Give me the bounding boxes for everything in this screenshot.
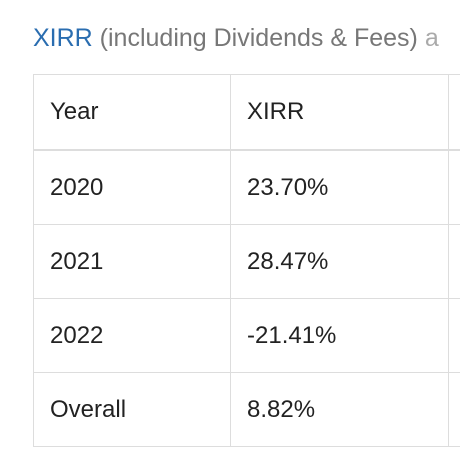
xirr-cell: 23.70% (230, 149, 449, 225)
year-cell: 2022 (33, 298, 231, 373)
xirr-link[interactable]: XIRR (33, 24, 93, 52)
table-row: 2020 23.70% (33, 149, 460, 225)
year-cell: 2021 (33, 224, 231, 299)
xirr-cell: 8.82% (230, 372, 449, 447)
table-header-row: Year XIRR (33, 74, 460, 151)
column-header-year: Year (33, 74, 231, 151)
section-heading: XIRR (including Dividends & Fees) a (33, 22, 439, 54)
extra-cell (448, 372, 460, 447)
heading-truncated-text: a (417, 24, 439, 52)
year-cell: 2020 (33, 149, 231, 225)
table-row: 2021 28.47% (33, 224, 460, 299)
extra-cell (448, 224, 460, 299)
table-row: 2022 -21.41% (33, 298, 460, 373)
table-row: Overall 8.82% (33, 372, 460, 447)
column-header-xirr: XIRR (230, 74, 449, 151)
extra-cell (448, 298, 460, 373)
year-cell: Overall (33, 372, 231, 447)
xirr-cell: -21.41% (230, 298, 449, 373)
column-header-extra (448, 74, 460, 151)
heading-text: (including Dividends & Fees) (92, 24, 418, 52)
xirr-table-container: Year XIRR 2020 23.70% 2021 28.47% 2022 -… (33, 74, 460, 447)
extra-cell (448, 149, 460, 225)
xirr-cell: 28.47% (230, 224, 449, 299)
xirr-table: Year XIRR 2020 23.70% 2021 28.47% 2022 -… (33, 74, 460, 447)
